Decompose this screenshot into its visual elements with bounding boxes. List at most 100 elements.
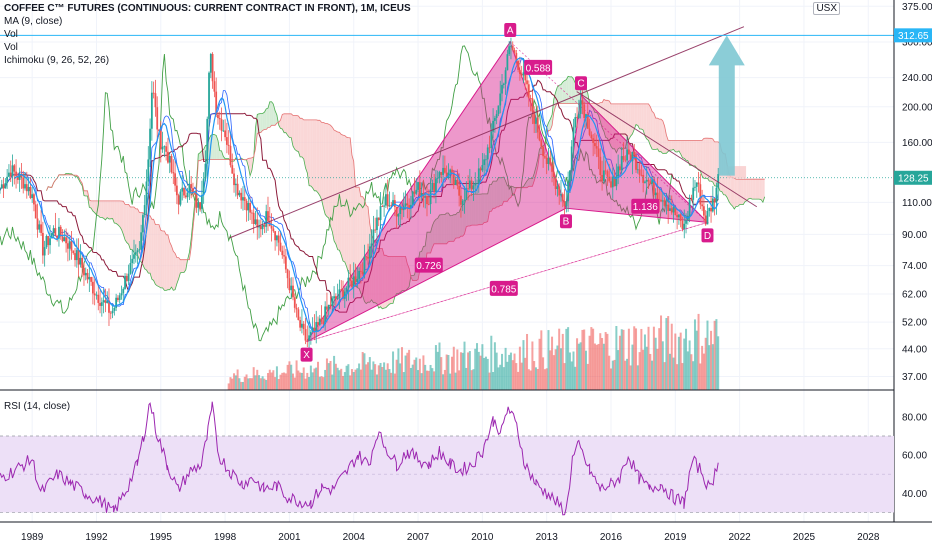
volume-bar <box>599 333 602 390</box>
volume-bar <box>661 341 664 390</box>
candle-body <box>381 206 384 208</box>
cloud-segment <box>746 179 749 201</box>
cloud-segment <box>400 256 402 293</box>
volume-bar <box>567 327 570 390</box>
candle-body <box>118 295 121 300</box>
candle-body <box>468 180 471 189</box>
pattern-ratio: 0.588 <box>524 59 553 75</box>
cloud-segment <box>625 103 628 149</box>
volume-bar <box>327 363 330 390</box>
cloud-segment <box>669 140 672 151</box>
volume-bar <box>438 342 441 390</box>
volume-bar <box>429 364 432 390</box>
candle-body <box>199 202 201 209</box>
candle-body <box>215 91 218 115</box>
candle-body <box>72 250 75 254</box>
candle-body <box>631 152 634 162</box>
cloud-segment <box>305 119 308 173</box>
currency-badge[interactable]: USX <box>813 2 840 15</box>
cloud-segment <box>648 103 651 146</box>
cloud-segment <box>566 76 569 104</box>
candle-body <box>318 318 321 325</box>
volume-bar <box>656 348 659 390</box>
candle-body <box>192 188 194 193</box>
candle-body <box>84 272 87 276</box>
volume-bar <box>670 323 673 390</box>
cloud-segment <box>94 200 97 215</box>
cloud-segment <box>260 113 263 133</box>
candle-body <box>443 167 446 173</box>
cloud-segment <box>560 82 563 104</box>
candle-body <box>433 183 436 192</box>
candle-body <box>352 276 355 287</box>
candle-body <box>184 195 187 198</box>
cloud-segment <box>500 177 503 206</box>
volume-bar <box>459 352 462 390</box>
cloud-segment <box>126 204 129 245</box>
candle-body <box>561 194 564 202</box>
volume-bar <box>686 351 689 390</box>
candle-body <box>263 224 266 227</box>
candle-body <box>117 297 119 300</box>
candle-body <box>134 252 137 255</box>
candle-body <box>290 285 293 291</box>
cloud-segment <box>364 199 367 304</box>
candle-body <box>145 181 148 206</box>
candle-body <box>359 270 362 272</box>
candle-body <box>715 187 718 203</box>
candle-body <box>549 158 552 165</box>
pattern-point-text: D <box>704 231 711 242</box>
candle-body <box>150 92 153 129</box>
cloud-segment <box>412 274 415 281</box>
price-tick-label: 74.00 <box>902 261 927 272</box>
candle-body <box>522 72 525 76</box>
volume-bar <box>649 353 652 390</box>
volume-bar <box>356 368 359 390</box>
pattern-point-badge <box>504 22 517 37</box>
candle-body <box>127 273 130 281</box>
cloud-segment <box>712 138 715 186</box>
volume-bar <box>381 366 384 390</box>
pattern-ratio-badge <box>414 257 443 273</box>
cloud-segment <box>108 200 111 220</box>
cloud-segment <box>355 187 358 288</box>
cloud-segment <box>711 138 713 182</box>
volume-bar <box>320 376 323 390</box>
candle-body <box>15 171 17 177</box>
volume-bar <box>384 369 387 390</box>
volume-bar <box>354 369 357 390</box>
candle-body <box>461 200 464 205</box>
volume-bar <box>645 346 648 390</box>
cloud-segment <box>130 207 133 250</box>
candle-body <box>349 277 352 281</box>
cloud-segment <box>200 150 202 161</box>
volume-bar <box>626 358 629 390</box>
volume-bar <box>617 350 620 390</box>
candle-body <box>367 257 369 259</box>
candle-body <box>592 138 595 144</box>
candle-body <box>601 174 603 181</box>
candle-body <box>81 257 84 268</box>
cloud-segment <box>652 111 654 150</box>
cloud-segment <box>700 140 703 177</box>
volume-bar <box>526 333 529 390</box>
volume-bar <box>568 352 571 390</box>
candle-body <box>242 197 244 201</box>
cloud-segment <box>267 101 270 128</box>
volume-bar <box>611 360 614 390</box>
time-tick-label: 1998 <box>214 532 237 543</box>
cloud-segment <box>319 120 322 200</box>
level-price-tag <box>894 28 932 43</box>
volume-bar <box>461 352 464 390</box>
cloud-segment <box>464 197 467 234</box>
volume-bar <box>536 368 539 390</box>
cloud-segment <box>171 245 174 291</box>
volume-bar <box>249 378 252 390</box>
candle-body <box>231 165 234 174</box>
cloud-segment <box>661 119 663 154</box>
candle-body <box>33 194 35 205</box>
cloud-segment <box>478 194 481 225</box>
volume-bar <box>243 376 246 390</box>
candle-body <box>54 228 57 236</box>
